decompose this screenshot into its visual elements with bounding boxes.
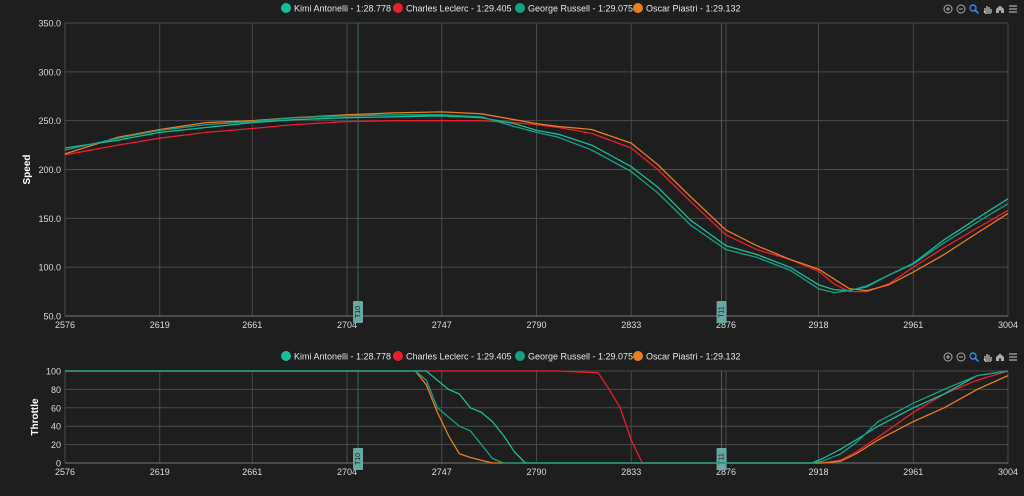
x-tick-label: 3004	[998, 320, 1018, 330]
y-tick-label: 100.0	[38, 263, 61, 273]
corner-marker-t11: T11	[716, 448, 727, 470]
corner-marker-box	[353, 301, 364, 323]
corner-marker-label: T10	[355, 453, 362, 465]
y-tick-label: 80	[51, 385, 61, 395]
legend-item-4[interactable]: Oscar Piastri - 1:29.132	[633, 351, 741, 362]
legend-label[interactable]: Kimi Antonelli - 1:28.778	[294, 352, 391, 362]
legend-label[interactable]: Oscar Piastri - 1:29.132	[646, 4, 741, 14]
throttle-axis-label: Throttle	[30, 398, 41, 436]
legend-marker[interactable]	[515, 3, 525, 13]
speed-line-george-russell	[64, 114, 1009, 294]
x-tick-label: 2790	[526, 467, 546, 477]
throttle-chart-toolbar	[943, 352, 1018, 362]
x-tick-label: 3004	[998, 467, 1018, 477]
zoom-out-icon[interactable]	[956, 4, 966, 14]
pan-hand-icon[interactable]	[982, 4, 992, 14]
speed-axis-label: Speed	[22, 154, 33, 184]
speed-chart-toolbar	[943, 4, 1018, 14]
y-tick-label: 300.0	[38, 67, 61, 77]
legend-marker[interactable]	[281, 3, 291, 13]
x-tick-label: 2918	[809, 320, 829, 330]
legend-label[interactable]: Charles Leclerc - 1:29.405	[406, 4, 512, 14]
y-tick-label: 100	[46, 367, 61, 377]
x-tick-label: 2876	[716, 467, 736, 477]
y-tick-label: 250.0	[38, 116, 61, 126]
corner-marker-box	[716, 301, 727, 323]
magnifier-icon[interactable]	[969, 4, 979, 14]
zoom-out-icon[interactable]	[956, 352, 966, 362]
x-tick-label: 2747	[432, 320, 452, 330]
corner-marker-box	[353, 448, 364, 470]
corner-marker-t11: T11	[716, 301, 727, 323]
throttle-line-charles-leclerc	[65, 370, 1009, 464]
legend-item-2[interactable]: Charles Leclerc - 1:29.405	[393, 351, 512, 362]
legend-marker[interactable]	[633, 351, 643, 361]
legend-label[interactable]: Oscar Piastri - 1:29.132	[646, 352, 741, 362]
x-tick-label: 2661	[242, 320, 262, 330]
legend-item-1[interactable]: Kimi Antonelli - 1:28.778	[281, 351, 391, 362]
x-tick-label: 2747	[432, 467, 452, 477]
x-tick-label: 2833	[621, 320, 641, 330]
legend-item-2[interactable]: Charles Leclerc - 1:29.405	[393, 3, 512, 14]
x-tick-label: 2619	[150, 467, 170, 477]
x-tick-label: 2790	[526, 320, 546, 330]
x-tick-label: 2619	[150, 320, 170, 330]
y-tick-label: 350.0	[38, 19, 61, 29]
legend-label[interactable]: George Russell - 1:29.075	[528, 4, 633, 14]
legend-item-1[interactable]: Kimi Antonelli - 1:28.778	[281, 3, 391, 14]
throttle-line-george-russell	[65, 370, 1009, 464]
corner-marker-label: T10	[355, 306, 362, 318]
corner-marker-label: T11	[718, 306, 725, 318]
legend-marker[interactable]	[515, 351, 525, 361]
legend-item-3[interactable]: George Russell - 1:29.075	[515, 351, 633, 362]
legend-item-4[interactable]: Oscar Piastri - 1:29.132	[633, 3, 741, 14]
throttle-chart-svg: Kimi Antonelli - 1:28.778 Charles Leclerc…	[30, 351, 1018, 477]
home-icon[interactable]	[995, 352, 1005, 362]
zoom-in-icon[interactable]	[943, 352, 953, 362]
corner-marker-t10: T10	[353, 448, 364, 470]
throttle-chart[interactable]: Kimi Antonelli - 1:28.778 Charles Leclerc…	[0, 346, 1024, 491]
y-tick-label: 60	[51, 403, 61, 413]
x-tick-label: 2704	[337, 467, 357, 477]
zoom-in-icon[interactable]	[943, 4, 953, 14]
y-tick-label: 150.0	[38, 214, 61, 224]
legend-item-3[interactable]: George Russell - 1:29.075	[515, 3, 633, 14]
y-tick-label: 50.0	[43, 312, 61, 322]
x-tick-label: 2704	[337, 320, 357, 330]
x-tick-label: 2576	[55, 320, 75, 330]
x-tick-label: 2918	[809, 467, 829, 477]
y-tick-label: 20	[51, 440, 61, 450]
legend-label[interactable]: Charles Leclerc - 1:29.405	[406, 352, 512, 362]
legend-marker[interactable]	[393, 351, 403, 361]
legend-label[interactable]: George Russell - 1:29.075	[528, 352, 633, 362]
speed-chart[interactable]: Kimi Antonelli - 1:28.778 Charles Leclerc…	[0, 0, 1024, 342]
legend-marker[interactable]	[281, 351, 291, 361]
y-tick-label: 200.0	[38, 165, 61, 175]
y-tick-label: 0	[56, 459, 61, 469]
corner-marker-box	[716, 448, 727, 470]
corner-marker-label: T11	[718, 453, 725, 465]
x-tick-label: 2833	[621, 467, 641, 477]
speed-chart-svg: Kimi Antonelli - 1:28.778 Charles Leclerc…	[22, 3, 1018, 330]
x-tick-label: 2661	[242, 467, 262, 477]
y-tick-label: 40	[51, 422, 61, 432]
menu-icon[interactable]	[1008, 352, 1018, 362]
corner-marker-t10: T10	[353, 301, 364, 323]
legend-label[interactable]: Kimi Antonelli - 1:28.778	[294, 4, 391, 14]
legend-marker[interactable]	[393, 3, 403, 13]
x-tick-label: 2961	[903, 320, 923, 330]
legend-marker[interactable]	[633, 3, 643, 13]
magnifier-icon[interactable]	[969, 352, 979, 362]
pan-hand-icon[interactable]	[982, 352, 992, 362]
x-tick-label: 2876	[716, 320, 736, 330]
menu-icon[interactable]	[1008, 4, 1018, 14]
x-tick-label: 2576	[55, 467, 75, 477]
x-tick-label: 2961	[903, 467, 923, 477]
home-icon[interactable]	[995, 4, 1005, 14]
